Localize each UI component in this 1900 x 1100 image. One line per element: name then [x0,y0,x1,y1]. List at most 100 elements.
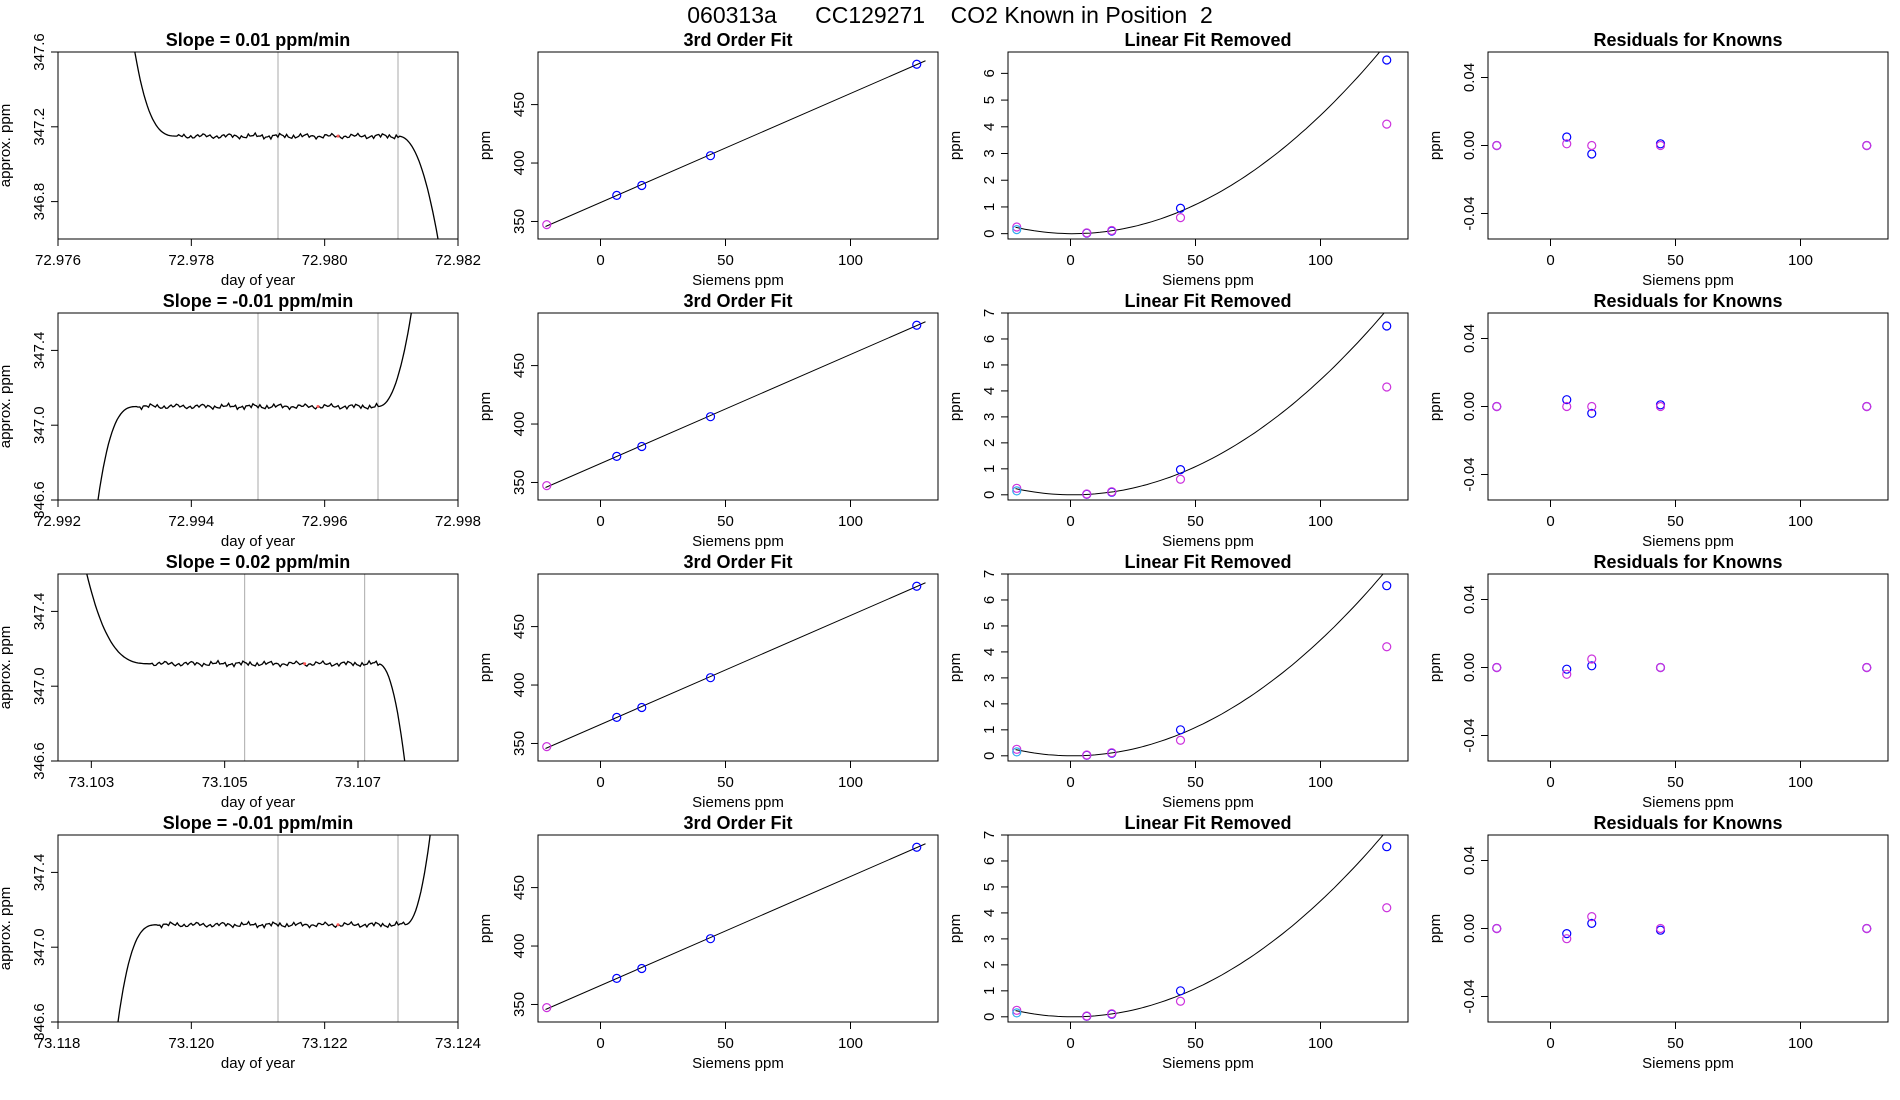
data-point [542,220,552,230]
x-axis-label: Siemens ppm [1642,1055,1734,1072]
panel-2-2 [537,312,939,501]
x-tick-label: 50 [1187,1035,1204,1052]
y-tick-label: -0.04 [1461,718,1478,752]
panel-4-3 [1007,834,1409,1023]
data-point [1107,748,1117,758]
x-tick-label: 100 [838,252,863,269]
x-tick-label: 50 [717,774,734,791]
x-tick-label: 100 [838,774,863,791]
y-tick-label: 3 [981,674,998,682]
y-tick-label: 0.00 [1461,914,1478,943]
plot-frame [537,51,939,240]
data-point [1382,903,1392,913]
y-tick-label: 400 [511,673,528,698]
y-tick-label: 0 [981,491,998,499]
plot-frame [537,312,939,501]
data-point [1562,664,1572,674]
y-tick-label: 0 [981,752,998,760]
data-point [1012,744,1022,754]
panel-title: 3rd Order Fit [683,552,792,572]
data-point [1175,996,1186,1006]
x-tick-label: 72.992 [35,513,81,530]
fit-curve [1015,52,1381,235]
panel-plot-area [97,313,412,500]
data-point [612,451,622,462]
x-tick-label: 50 [1667,513,1684,530]
x-tick-label: 100 [838,1035,863,1052]
data-point [1587,918,1597,929]
panel-plot-area [542,842,926,1013]
y-axis-label: ppm [477,914,494,943]
x-axis-label: Siemens ppm [1642,272,1734,289]
panel-3-4 [1487,573,1889,762]
panel-3-2 [537,573,939,762]
x-tick-label: 100 [1308,513,1333,530]
y-tick-label: 450 [511,875,528,900]
y-tick-label: 2 [981,176,998,184]
y-axis-label: approx. ppm [0,104,14,187]
y-tick-label: 1 [981,465,998,473]
data-point [1587,140,1597,151]
data-point [1082,750,1092,760]
y-tick-label: 1 [981,726,998,734]
panel-title: Residuals for Knowns [1593,813,1782,833]
data-point [1012,225,1022,235]
y-tick-label: 346.8 [31,183,48,221]
data-point [1587,911,1597,922]
plot-frame [57,573,459,762]
plot-frame [1487,834,1889,1023]
x-axis-label: Siemens ppm [1162,794,1254,811]
x-axis-label: Siemens ppm [1162,272,1254,289]
y-tick-label: 2 [981,439,998,447]
x-tick-label: 50 [717,513,734,530]
fit-curve [1015,574,1384,757]
y-axis-label: ppm [947,653,964,682]
panel-2-3 [1007,312,1409,501]
mean-marker [336,923,340,927]
y-tick-label: 6 [981,857,998,865]
y-tick-label: 350 [511,731,528,756]
data-point [1012,483,1022,493]
y-tick-label: 450 [511,614,528,639]
x-tick-label: 73.103 [68,774,114,791]
panel-title: Linear Fit Removed [1124,813,1291,833]
y-tick-label: 5 [981,96,998,104]
y-tick-label: 2 [981,961,998,969]
data-point [1175,213,1186,223]
plot-frame [537,573,939,762]
y-tick-label: 0.04 [1461,63,1478,92]
x-tick-label: 73.107 [335,774,381,791]
data-point [1492,401,1502,412]
y-axis-label: approx. ppm [0,365,14,448]
y-tick-label: -0.04 [1461,457,1478,491]
panel-3-1 [57,573,459,762]
panel-title: Residuals for Knowns [1593,30,1782,50]
x-tick-label: 0 [1546,513,1554,530]
panel-title: Residuals for Knowns [1593,291,1782,311]
data-point [705,151,716,161]
y-tick-label: 350 [511,470,528,495]
y-tick-label: 1 [981,203,998,211]
panel-plot-area [1012,835,1392,1021]
x-axis-label: day of year [221,794,295,811]
data-point [1655,401,1666,412]
data-point [912,320,922,330]
y-tick-label: 347.4 [31,332,48,370]
data-point [637,180,647,191]
y-tick-label: 347.0 [31,406,48,444]
data-point [637,441,647,452]
y-tick-label: 0.04 [1461,846,1478,875]
page-title: 060313a CC129271 CO2 Known in Position 2 [687,2,1213,28]
fit-curve [1015,313,1385,496]
data-point [705,934,716,944]
x-tick-label: 50 [1187,252,1204,269]
data-point [1175,735,1186,745]
panel-title: 3rd Order Fit [683,813,792,833]
x-tick-label: 100 [838,513,863,530]
panel-plot-area [1012,313,1392,499]
x-tick-label: 50 [1667,774,1684,791]
data-point [542,481,552,491]
data-point [1587,661,1597,671]
data-point [542,742,552,752]
